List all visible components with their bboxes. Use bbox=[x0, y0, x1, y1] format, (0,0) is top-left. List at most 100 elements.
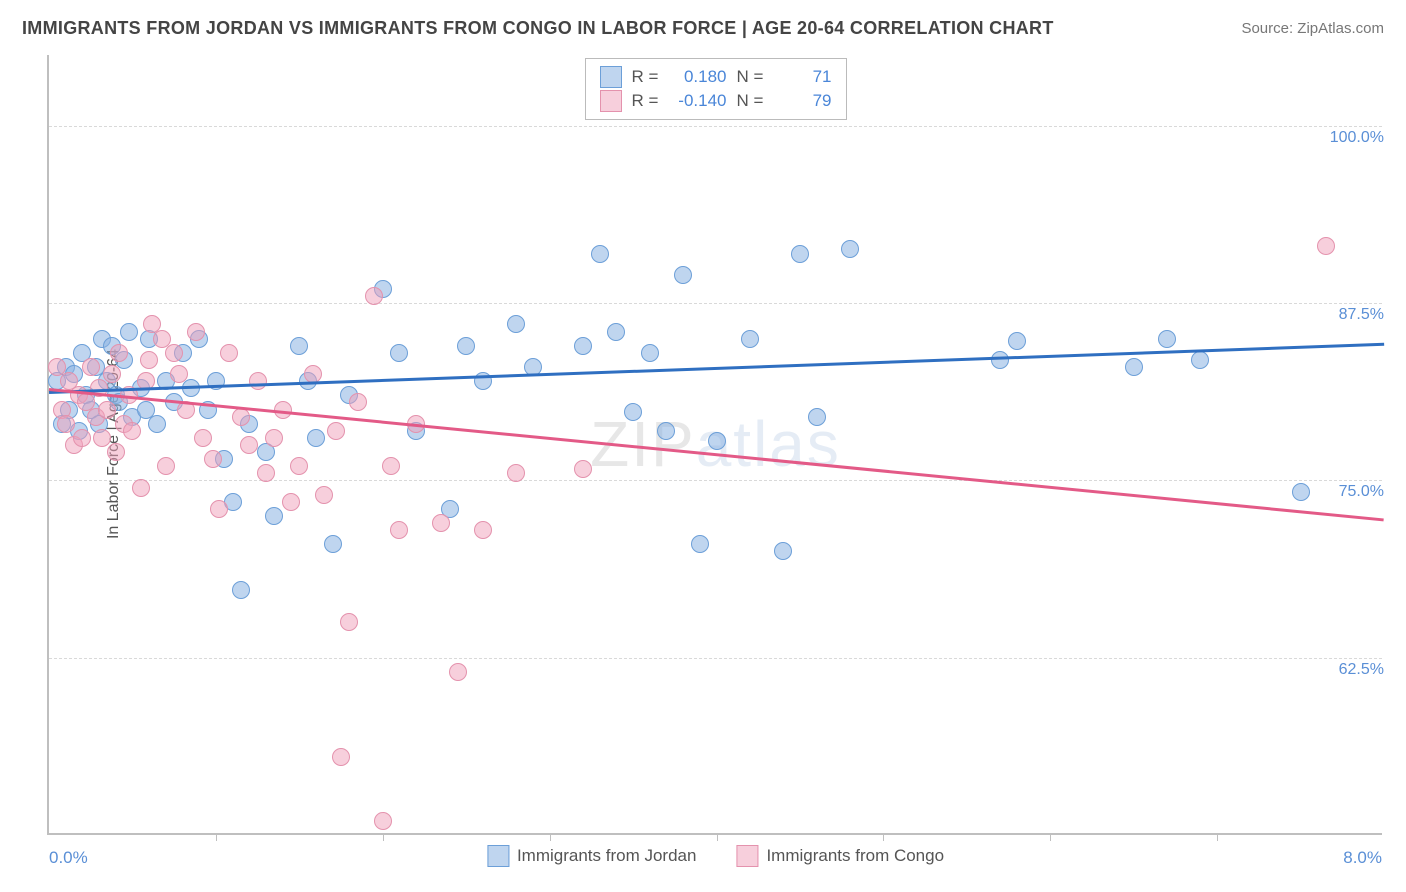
series-legend: Immigrants from Jordan Immigrants from Co… bbox=[487, 845, 944, 867]
data-point bbox=[374, 812, 392, 830]
data-point bbox=[103, 365, 121, 383]
data-point bbox=[349, 393, 367, 411]
data-point bbox=[194, 429, 212, 447]
data-point bbox=[474, 521, 492, 539]
data-point bbox=[382, 457, 400, 475]
data-point bbox=[624, 403, 642, 421]
r-label: R = bbox=[632, 89, 662, 113]
legend-swatch bbox=[600, 66, 622, 88]
data-point bbox=[82, 358, 100, 376]
legend-item: Immigrants from Jordan bbox=[487, 845, 697, 867]
n-value: 71 bbox=[777, 65, 832, 89]
data-point bbox=[290, 337, 308, 355]
data-point bbox=[1125, 358, 1143, 376]
data-point bbox=[307, 429, 325, 447]
data-point bbox=[390, 521, 408, 539]
data-point bbox=[290, 457, 308, 475]
legend-swatch bbox=[600, 90, 622, 112]
gridline bbox=[49, 480, 1382, 481]
x-axis-min-label: 0.0% bbox=[49, 848, 88, 868]
n-label: N = bbox=[737, 65, 767, 89]
data-point bbox=[148, 415, 166, 433]
y-tick-label: 87.5% bbox=[1304, 306, 1384, 324]
r-label: R = bbox=[632, 65, 662, 89]
data-point bbox=[1317, 237, 1335, 255]
data-point bbox=[432, 514, 450, 532]
data-point bbox=[791, 245, 809, 263]
x-tick bbox=[717, 833, 718, 841]
data-point bbox=[73, 429, 91, 447]
data-point bbox=[123, 422, 141, 440]
data-point bbox=[107, 443, 125, 461]
data-point bbox=[257, 464, 275, 482]
data-point bbox=[232, 581, 250, 599]
x-tick bbox=[1050, 833, 1051, 841]
data-point bbox=[120, 323, 138, 341]
x-tick bbox=[216, 833, 217, 841]
legend-label: Immigrants from Jordan bbox=[517, 846, 697, 866]
data-point bbox=[774, 542, 792, 560]
data-point bbox=[1292, 483, 1310, 501]
data-point bbox=[457, 337, 475, 355]
data-point bbox=[140, 351, 158, 369]
gridline bbox=[49, 126, 1382, 127]
data-point bbox=[324, 535, 342, 553]
y-tick-label: 62.5% bbox=[1304, 661, 1384, 679]
data-point bbox=[365, 287, 383, 305]
correlation-legend: R =0.180N =71R =-0.140N =79 bbox=[585, 58, 847, 120]
legend-label: Immigrants from Congo bbox=[766, 846, 944, 866]
legend-swatch bbox=[487, 845, 509, 867]
data-point bbox=[265, 507, 283, 525]
data-point bbox=[841, 240, 859, 258]
data-point bbox=[574, 460, 592, 478]
x-axis-max-label: 8.0% bbox=[1343, 848, 1382, 868]
data-point bbox=[507, 315, 525, 333]
data-point bbox=[1008, 332, 1026, 350]
data-point bbox=[574, 337, 592, 355]
data-point bbox=[991, 351, 1009, 369]
data-point bbox=[93, 429, 111, 447]
x-tick bbox=[383, 833, 384, 841]
legend-item: Immigrants from Congo bbox=[736, 845, 944, 867]
legend-swatch bbox=[736, 845, 758, 867]
data-point bbox=[691, 535, 709, 553]
data-point bbox=[1158, 330, 1176, 348]
data-point bbox=[641, 344, 659, 362]
data-point bbox=[98, 401, 116, 419]
data-point bbox=[591, 245, 609, 263]
data-point bbox=[674, 266, 692, 284]
y-tick-label: 75.0% bbox=[1304, 483, 1384, 501]
data-point bbox=[708, 432, 726, 450]
gridline bbox=[49, 303, 1382, 304]
data-point bbox=[204, 450, 222, 468]
plot-area: In Labor Force | Age 20-64 ZIPatlas 0.0%… bbox=[47, 55, 1382, 835]
legend-row: R =-0.140N =79 bbox=[600, 89, 832, 113]
chart-title: IMMIGRANTS FROM JORDAN VS IMMIGRANTS FRO… bbox=[22, 18, 1054, 39]
n-label: N = bbox=[737, 89, 767, 113]
source-label: Source: ZipAtlas.com bbox=[1241, 20, 1384, 37]
data-point bbox=[507, 464, 525, 482]
data-point bbox=[340, 613, 358, 631]
data-point bbox=[249, 372, 267, 390]
data-point bbox=[332, 748, 350, 766]
y-tick-label: 100.0% bbox=[1304, 129, 1384, 147]
data-point bbox=[390, 344, 408, 362]
data-point bbox=[187, 323, 205, 341]
data-point bbox=[741, 330, 759, 348]
data-point bbox=[449, 663, 467, 681]
data-point bbox=[132, 479, 150, 497]
trendline bbox=[49, 388, 1384, 521]
data-point bbox=[265, 429, 283, 447]
data-point bbox=[1191, 351, 1209, 369]
n-value: 79 bbox=[777, 89, 832, 113]
x-tick bbox=[550, 833, 551, 841]
data-point bbox=[110, 344, 128, 362]
data-point bbox=[157, 457, 175, 475]
data-point bbox=[165, 344, 183, 362]
data-point bbox=[170, 365, 188, 383]
r-value: 0.180 bbox=[672, 65, 727, 89]
data-point bbox=[57, 415, 75, 433]
data-point bbox=[210, 500, 228, 518]
x-tick bbox=[883, 833, 884, 841]
data-point bbox=[607, 323, 625, 341]
